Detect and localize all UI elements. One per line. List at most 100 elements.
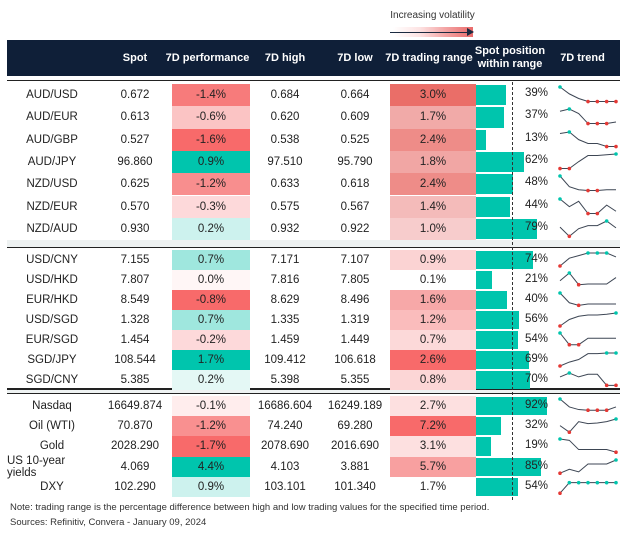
position-bar (476, 351, 530, 369)
column-header: 7D trading range (385, 51, 473, 64)
separator-line (7, 393, 620, 394)
trend-sparkline (559, 129, 618, 148)
cell-perf: 0.2% (172, 370, 250, 390)
trend-high-marker (614, 457, 618, 462)
cell-name: EUR/SGD (25, 334, 79, 346)
trend-low-marker (614, 383, 618, 388)
trend-high-marker (567, 107, 572, 112)
cell-low: 8.496 (340, 294, 370, 306)
trend-sparkline (558, 437, 618, 455)
cell-low: 69.280 (337, 420, 373, 433)
table-row: NZD/USD 0.625 -1.2% 0.633 0.618 2.4% (7, 173, 620, 196)
position-bar (476, 331, 518, 349)
trend-high-marker (558, 85, 562, 89)
cell-high: 4.103 (270, 460, 300, 473)
cell-name: DXY (40, 480, 64, 493)
trend-sparkline (558, 152, 618, 171)
cell-low: 0.618 (340, 178, 370, 191)
position-bar (476, 196, 510, 217)
position-bar (476, 107, 505, 128)
trend-low-marker (604, 383, 609, 388)
cell-perf: -1.2% (172, 173, 250, 196)
cell-perf: -1.7% (172, 436, 250, 457)
trend-high-marker (604, 218, 609, 223)
trend-low-marker (595, 211, 600, 215)
cell-perf: -1.2% (172, 416, 250, 437)
trend-sparkline (558, 251, 617, 268)
cell-range: 1.6% (390, 290, 476, 310)
table-row: AUD/USD 0.672 -1.4% 0.684 0.664 3.0% (7, 84, 620, 107)
position-bar (476, 371, 530, 389)
trend-low-marker (586, 99, 590, 104)
table-row: NZD/EUR 0.570 -0.3% 0.575 0.567 1.4% (7, 195, 620, 218)
cell-name: AUD/EUR (26, 111, 78, 124)
table-row: US 10-year yields 4.069 4.4% 4.103 3.881 5.7% (7, 455, 620, 479)
trend-low-marker (567, 234, 572, 238)
trend-low-marker (558, 264, 562, 268)
cell-high: 5.398 (270, 374, 300, 386)
table-row: AUD/JPY 96.860 0.9% 97.510 95.790 1.8% (7, 150, 620, 174)
table-row: EUR/HKD 8.549 -0.8% 8.629 8.496 1.6% (7, 290, 620, 310)
trend-high-marker (595, 480, 600, 485)
position-percent: 48% (524, 176, 548, 189)
volatility-legend: Increasing volatility (390, 10, 475, 37)
cell-spot: 96.860 (117, 156, 153, 169)
table-row: SGD/CNY 5.385 0.2% 5.398 5.355 0.8% (7, 370, 620, 390)
cell-range: 3.0% (390, 84, 476, 107)
trend-low-marker (595, 122, 600, 126)
cell-range: 3.1% (390, 436, 476, 457)
cell-name: AUD/GBP (26, 133, 78, 146)
table-row: Nasdaq 16649.874 -0.1% 16686.604 16249.189 2.… (7, 396, 620, 417)
trend-sparkline (559, 271, 617, 287)
trend-high-marker (558, 174, 562, 178)
position-bar (476, 311, 520, 329)
position-percent: 79% (524, 220, 548, 233)
cell-high: 0.932 (270, 222, 300, 235)
cell-name: NZD/USD (26, 178, 78, 191)
trend-high-marker (614, 417, 618, 421)
group-gap (7, 240, 620, 247)
trend-high-marker (604, 351, 609, 355)
cell-range: 0.8% (390, 370, 476, 390)
cell-spot: 1.454 (120, 334, 150, 346)
position-bar (476, 457, 542, 476)
cell-low: 0.609 (340, 111, 370, 124)
cell-name: EUR/HKD (26, 294, 78, 306)
position-bar (476, 291, 507, 309)
trend-sparkline (558, 196, 617, 215)
trend-line (559, 418, 617, 434)
trend-low-marker (604, 408, 609, 413)
position-percent: 92% (524, 399, 548, 411)
cell-low: 0.664 (340, 89, 370, 102)
trend-low-marker (576, 303, 581, 308)
legend-label: Increasing volatility (390, 10, 475, 21)
cell-spot: 1.328 (120, 314, 150, 326)
cell-spot: 0.930 (120, 222, 150, 235)
cell-high: 0.538 (270, 133, 300, 146)
cell-perf: -0.1% (172, 396, 250, 417)
cell-range: 1.2% (390, 310, 476, 330)
trend-line (559, 86, 616, 103)
trend-low-marker (614, 99, 618, 104)
position-percent: 62% (524, 153, 548, 166)
cell-perf: 0.7% (172, 250, 250, 270)
trend-sparkline (558, 174, 616, 193)
cell-low: 7.107 (340, 254, 370, 266)
table-row: USD/HKD 7.807 0.0% 7.816 7.805 0.1% (7, 270, 620, 290)
position-percent: 32% (524, 419, 548, 432)
position-bar (476, 151, 524, 173)
trend-sparkline (559, 371, 618, 388)
position-percent: 37% (524, 109, 548, 122)
position-percent: 40% (524, 293, 548, 305)
position-bar (476, 251, 533, 269)
cell-low: 0.525 (340, 133, 370, 146)
cell-spot: 0.570 (120, 200, 150, 213)
cell-high: 0.575 (270, 200, 300, 213)
note: Note: trading range is the percentage di… (10, 502, 490, 513)
trend-low-marker (558, 470, 562, 475)
cell-name: AUD/USD (26, 89, 78, 102)
trend-low-marker (586, 188, 590, 193)
trend-high-marker (558, 196, 562, 201)
cell-perf: 0.7% (172, 310, 250, 330)
cell-name: SGD/JPY (27, 354, 77, 366)
